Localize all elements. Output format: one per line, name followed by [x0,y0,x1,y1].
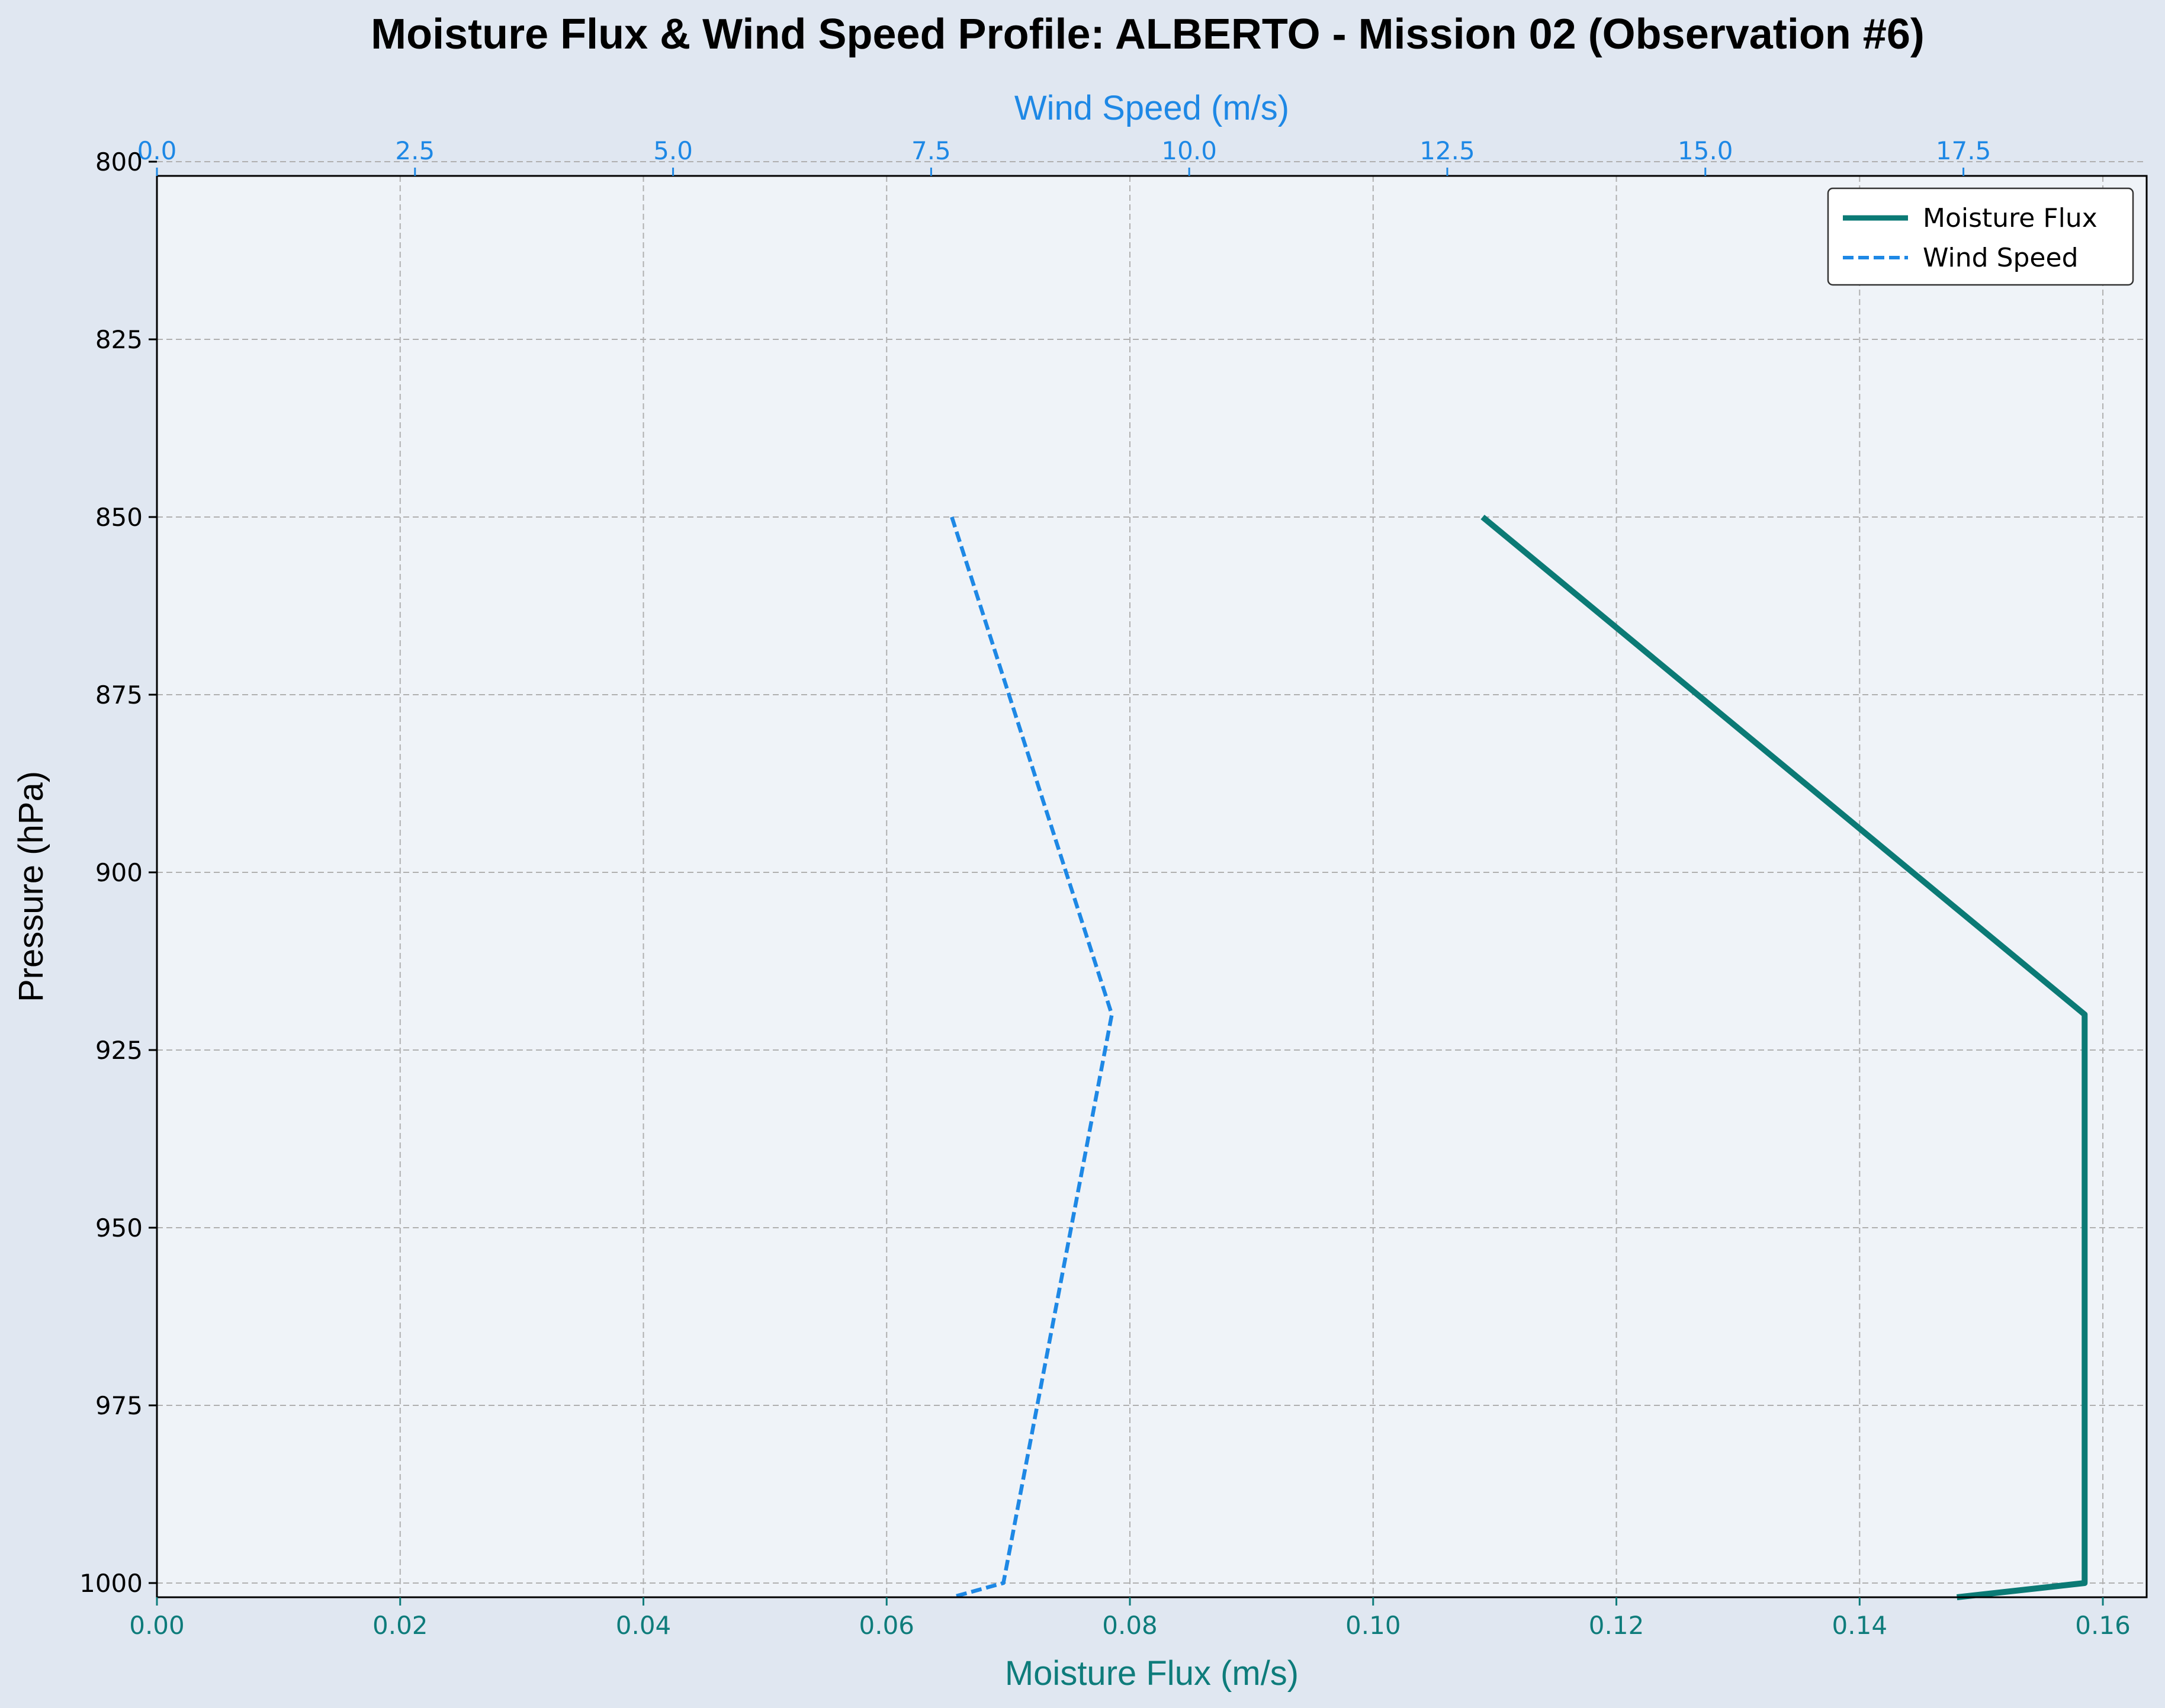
y-tick-label: 825 [95,325,143,354]
bottom-tick-label: 0.04 [616,1611,672,1640]
bottom-tick-label: 0.12 [1589,1611,1644,1640]
bottom-tick-label: 0.08 [1102,1611,1158,1640]
bottom-tick-label: 0.06 [859,1611,915,1640]
top-tick-label: 15.0 [1678,136,1733,165]
y-tick-label: 875 [95,680,143,709]
top-tick-label: 10.0 [1161,136,1217,165]
series-line-wind-speed [950,516,1114,1600]
top-tick-label: 7.5 [911,136,951,165]
top-tick-label: 0.0 [137,136,177,165]
bottom-tick-label: 0.10 [1345,1611,1401,1640]
axes-group: 800 825 850 875 900 925 950 975 1000 0.00 0.02 0.04… [79,136,2131,1640]
bottom-tick-label: 0.02 [372,1611,428,1640]
legend: Moisture Flux Wind Speed [1827,187,2134,286]
legend-label-wind-speed: Wind Speed [1923,243,2079,273]
y-tick-label: 900 [95,858,143,887]
plot-frame [156,175,2148,1598]
y-tick-label: 925 [95,1036,143,1065]
y-tick-label: 850 [95,503,143,532]
bottom-axis-label: Moisture Flux (m/s) [1005,1654,1299,1693]
bottom-tick-label: 0.16 [2075,1611,2131,1640]
y-tick-label: 950 [95,1213,143,1243]
plot-area [157,176,2147,1597]
y-axis-label: Pressure (hPa) [12,771,50,1002]
chart-title: Moisture Flux & Wind Speed Profile: ALBE… [371,11,1925,58]
top-tick-label: 2.5 [395,136,435,165]
series-group [950,515,2088,1600]
top-tick-label: 12.5 [1419,136,1475,165]
y-tick-label: 1000 [79,1569,143,1598]
top-tick-label: 5.0 [653,136,693,165]
legend-box [1827,187,2134,286]
y-tick-label: 975 [95,1391,143,1420]
top-tick-label: 17.5 [1936,136,1991,165]
series-line-moisture-flux [1480,515,2088,1600]
bottom-tick-label: 0.14 [1832,1611,1888,1640]
bottom-tick-label: 0.00 [129,1611,185,1640]
legend-label-moisture-flux: Moisture Flux [1923,203,2097,233]
y-tick-label: 800 [95,147,143,176]
top-axis-label: Wind Speed (m/s) [1014,89,1289,127]
